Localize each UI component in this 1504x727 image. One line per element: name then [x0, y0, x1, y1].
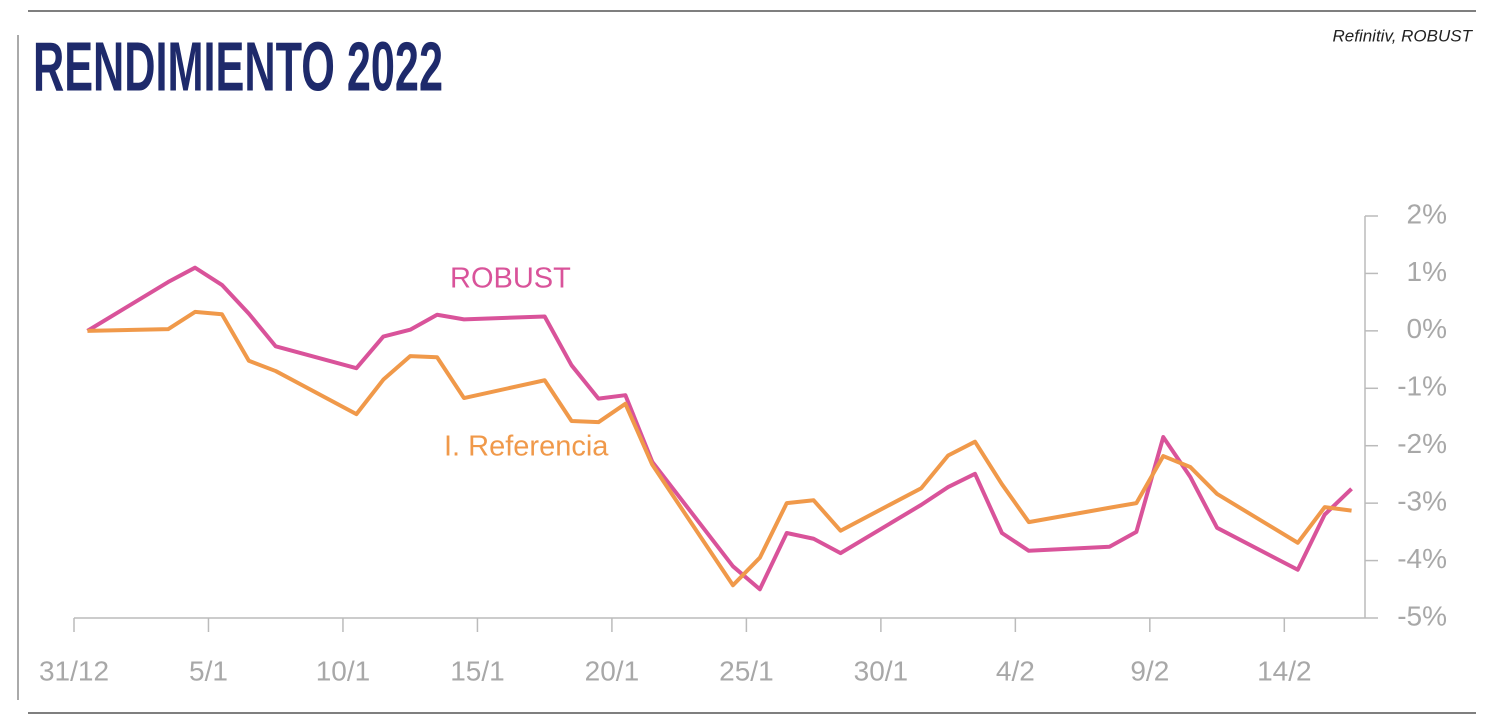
y-tick-label: -1% [1397, 371, 1447, 402]
x-tick-label: 10/1 [316, 655, 371, 686]
series-label: ROBUST [450, 263, 571, 295]
series-line [87, 309, 1352, 588]
series-label: I. Referencia [444, 431, 609, 463]
x-tick-label: 14/2 [1257, 655, 1312, 686]
source: Refinitiv, ROBUST [1333, 26, 1474, 45]
x-tick-label: 15/1 [450, 655, 505, 686]
x-tick-label: 9/2 [1130, 655, 1169, 686]
x-tick-label: 25/1 [719, 655, 774, 686]
y-tick-label: 0% [1407, 313, 1447, 344]
x-tick-label: 20/1 [585, 655, 640, 686]
y-tick-label: -5% [1397, 600, 1447, 631]
y-tick-label: -4% [1397, 543, 1447, 574]
x-tick-label: 30/1 [854, 655, 909, 686]
x-tick-label: 4/2 [996, 655, 1035, 686]
y-tick-label: 2% [1407, 198, 1447, 229]
y-tick-label: 1% [1407, 256, 1447, 287]
chart-title: RENDIMIENTO 2022 [33, 27, 443, 105]
y-tick-label: -2% [1397, 428, 1447, 459]
x-tick-label: 31/12 [39, 655, 109, 686]
series-line [86, 265, 1353, 592]
y-tick-label: -3% [1397, 486, 1447, 517]
x-tick-label: 5/1 [189, 655, 228, 686]
